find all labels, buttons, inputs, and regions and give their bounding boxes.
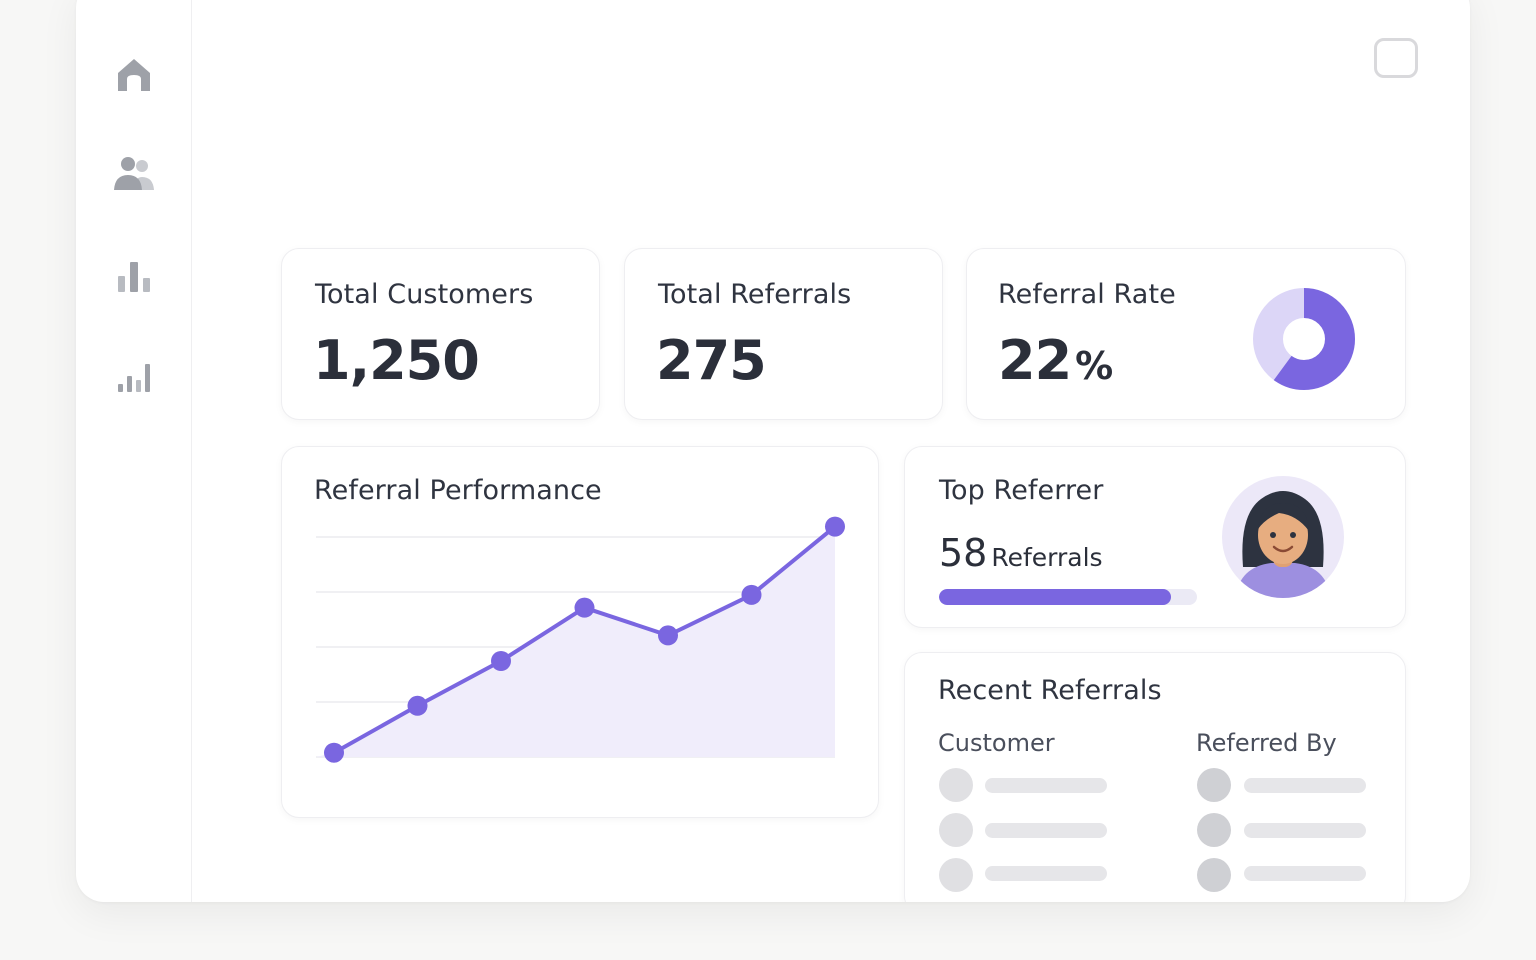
top-referrer-card: Top Referrer 58 Referrals	[904, 446, 1406, 628]
chart-point[interactable]	[741, 584, 762, 605]
stat-card-total-customers: Total Customers 1,250	[281, 248, 600, 420]
referrer-count-unit: Referrals	[991, 543, 1103, 572]
referral-rate-donut	[1253, 288, 1355, 390]
referrer-name-placeholder	[1244, 823, 1366, 838]
home-icon	[118, 59, 150, 91]
referrer-avatar-placeholder	[1197, 858, 1231, 892]
sidebar-item-analytics[interactable]	[112, 354, 156, 398]
chart-point[interactable]	[658, 625, 678, 646]
customer-avatar-placeholder	[939, 768, 973, 802]
column-header-customer: Customer	[938, 729, 1055, 757]
recent-referrals-card: Recent Referrals Customer Referred By	[904, 652, 1406, 902]
sidebar-item-home[interactable]	[112, 52, 156, 96]
stat-label: Total Referrals	[658, 279, 852, 310]
referrer-progress-fill	[939, 589, 1172, 605]
column-header-referred-by: Referred By	[1196, 729, 1337, 757]
rate-unit: %	[1075, 344, 1113, 388]
chart-point[interactable]	[324, 742, 344, 763]
app-window: Total Customers 1,250 Total Referrals 27…	[76, 0, 1470, 902]
chart-area	[316, 526, 835, 757]
sidebar-item-reports[interactable]	[112, 254, 156, 298]
sidebar	[76, 0, 192, 902]
chart-title: Referral Performance	[314, 475, 602, 506]
card-title: Recent Referrals	[938, 675, 1162, 706]
stat-value: 22%	[998, 329, 1113, 392]
stat-value: 1,250	[313, 329, 480, 392]
referral-performance-card: Referral Performance	[281, 446, 879, 818]
stat-card-referral-rate: Referral Rate 22%	[966, 248, 1406, 420]
customer-name-placeholder	[985, 823, 1107, 838]
card-title: Top Referrer	[939, 475, 1104, 506]
referrer-avatar-placeholder	[1197, 768, 1231, 802]
avatar	[1222, 476, 1344, 598]
chart-point[interactable]	[825, 516, 845, 537]
stat-card-total-referrals: Total Referrals 275	[624, 248, 943, 420]
rate-number: 22	[998, 329, 1072, 392]
chart-point[interactable]	[407, 695, 428, 716]
referrer-avatar-placeholder	[1197, 813, 1231, 847]
referral-performance-chart	[316, 516, 845, 763]
stat-label: Referral Rate	[998, 279, 1176, 310]
sidebar-item-customers[interactable]	[112, 152, 156, 196]
customer-avatar-placeholder	[939, 858, 973, 892]
stat-label: Total Customers	[315, 279, 534, 310]
chart-point[interactable]	[574, 597, 595, 618]
signal-chart-icon	[118, 364, 150, 392]
chart-point[interactable]	[491, 651, 511, 671]
referrer-progress-bar	[939, 589, 1197, 605]
window-toggle-button[interactable]	[1374, 38, 1418, 78]
customer-name-placeholder	[985, 778, 1107, 793]
referrer-count: 58 Referrals	[939, 531, 1103, 575]
stat-value: 275	[656, 329, 767, 392]
customer-name-placeholder	[985, 866, 1107, 881]
referrer-name-placeholder	[1244, 866, 1366, 881]
referrer-count-value: 58	[939, 531, 988, 575]
bar-chart-icon	[118, 262, 150, 292]
donut-segment	[1253, 288, 1355, 390]
referrer-name-placeholder	[1244, 778, 1366, 793]
customer-avatar-placeholder	[939, 813, 973, 847]
users-icon	[114, 157, 154, 190]
